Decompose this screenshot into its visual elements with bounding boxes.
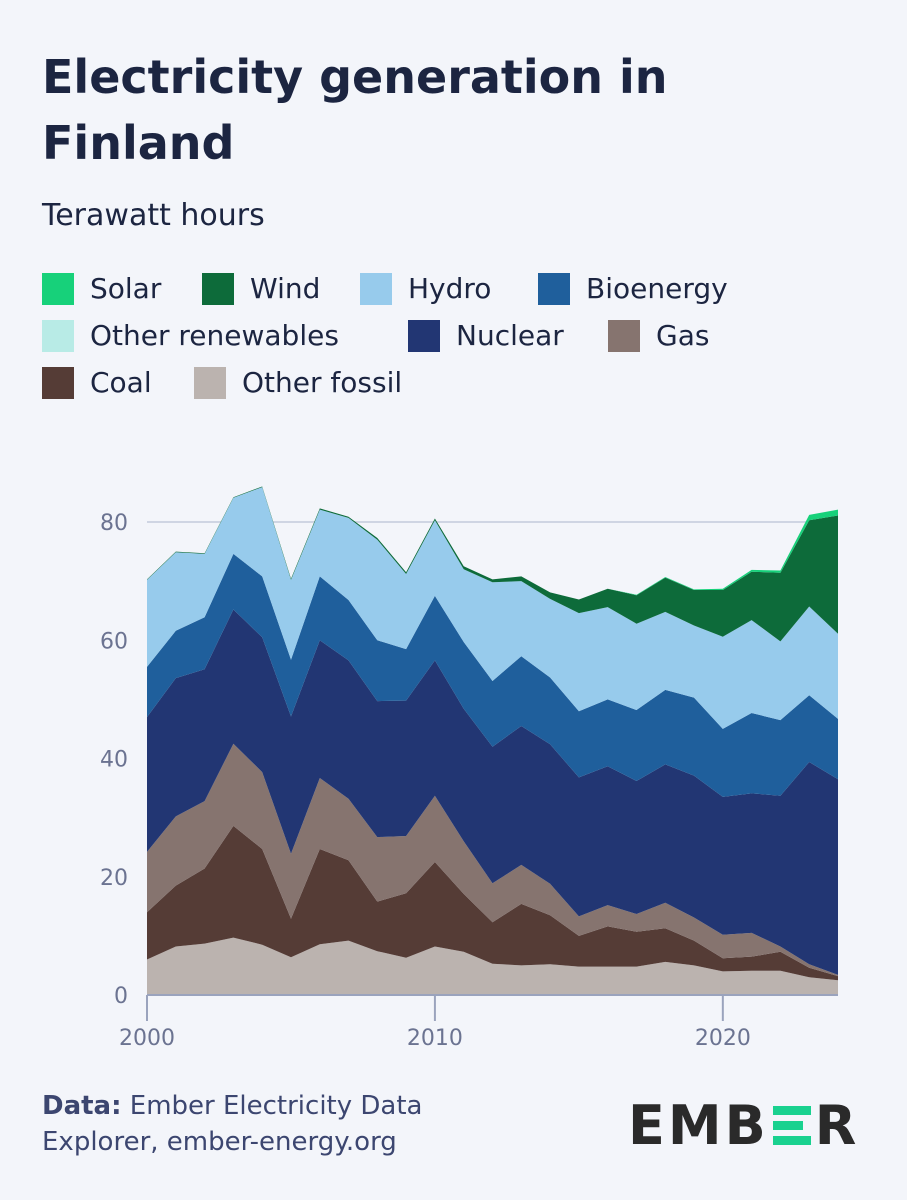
legend-label: Wind — [250, 272, 321, 305]
legend-item-gas: Gas — [608, 319, 709, 352]
chart-title: Electricity generation in Finland — [42, 50, 668, 170]
data-source-footer: Data: Ember Electricity Data Explorer, e… — [42, 1088, 512, 1160]
x-tick-label: 2010 — [407, 1026, 463, 1051]
legend-item-other-renewables: Other renewables — [42, 319, 339, 352]
chart-subtitle: Terawatt hours — [42, 198, 265, 233]
legend-item-wind: Wind — [202, 272, 320, 305]
legend-label: Nuclear — [456, 319, 564, 352]
legend-item-other-fossil: Other fossil — [194, 366, 402, 399]
legend-label: Hydro — [408, 272, 492, 305]
x-tick-label: 2020 — [695, 1026, 751, 1051]
y-tick-label: 60 — [100, 629, 128, 654]
legend-swatch — [42, 319, 74, 352]
y-tick-label: 80 — [100, 511, 128, 536]
legend-swatch — [608, 319, 640, 352]
legend-label: Other renewables — [90, 319, 339, 352]
logo-text-right: R — [814, 1094, 860, 1157]
legend-swatch — [42, 366, 74, 399]
ember-logo: EMB R — [628, 1094, 859, 1157]
legend: Solar Wind Hydro Bioenergy Other renewables N… — [42, 272, 882, 422]
legend-label: Gas — [656, 319, 710, 352]
legend-label: Coal — [90, 366, 152, 399]
area-gas — [147, 743, 838, 977]
legend-label: Other fossil — [242, 366, 403, 399]
legend-label: Bioenergy — [586, 272, 728, 305]
x-tick-label: 2000 — [119, 1026, 175, 1051]
legend-swatch — [360, 272, 392, 305]
legend-swatch — [42, 272, 74, 305]
source-text: Ember Electricity Data Explorer, ember-e… — [42, 1091, 423, 1157]
legend-item-coal: Coal — [42, 366, 152, 399]
legend-item-hydro: Hydro — [360, 272, 491, 305]
logo-text-left: EMB — [628, 1094, 769, 1157]
area-hydro — [147, 487, 838, 729]
area-nuclear — [147, 609, 838, 975]
y-tick-label: 0 — [114, 984, 128, 1009]
area-other-fossil — [147, 937, 838, 995]
area-wind — [147, 486, 838, 642]
legend-swatch — [538, 272, 570, 305]
source-label: Data: — [42, 1091, 122, 1121]
area-coal — [147, 825, 838, 981]
legend-swatch — [408, 319, 440, 352]
legend-swatch — [202, 272, 234, 305]
legend-item-bioenergy: Bioenergy — [538, 272, 728, 305]
legend-label: Solar — [90, 272, 162, 305]
logo-e-icon — [772, 1104, 811, 1148]
legend-item-solar: Solar — [42, 272, 161, 305]
area-bioenergy — [147, 553, 838, 797]
y-tick-label: 40 — [100, 748, 128, 773]
legend-swatch — [194, 366, 226, 399]
area-chart: 0 20 40 60 80 2000 2010 2020 — [100, 486, 838, 1051]
legend-item-nuclear: Nuclear — [408, 319, 564, 352]
y-tick-label: 20 — [100, 866, 128, 891]
